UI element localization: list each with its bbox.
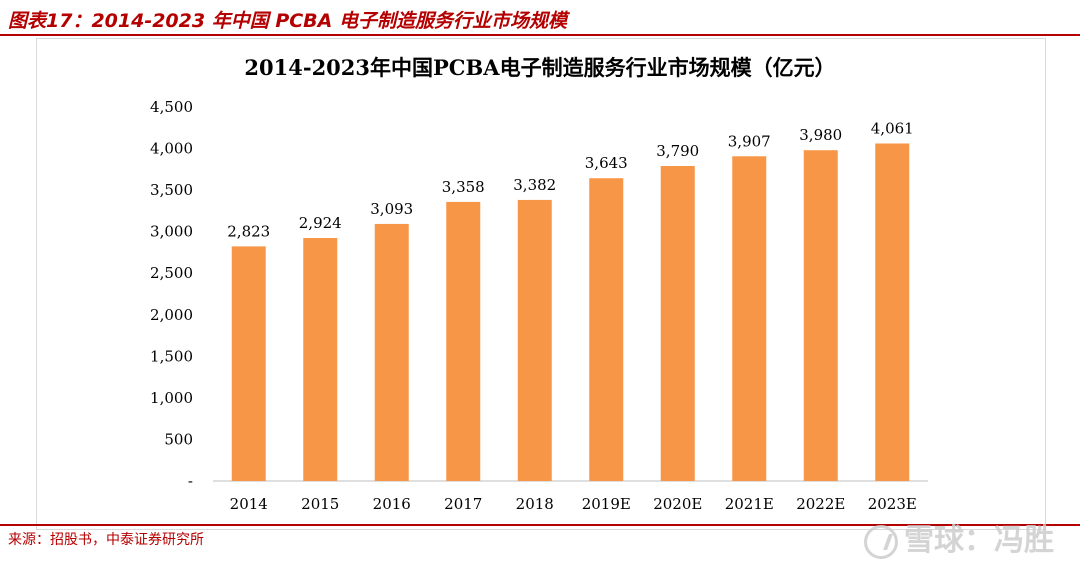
x-tick-label: 2014 [230,495,268,513]
figure-footer: 来源：招股书，中泰证券研究所 [0,524,1080,552]
y-tick-label: 2,000 [150,306,193,324]
y-tick-label: 1,500 [150,347,193,365]
y-tick-label: 3,000 [150,223,193,241]
figure-caption: 图表17：2014-2023 年中国 PCBA 电子制造服务行业市场规模 [8,10,567,32]
y-tick-label: 4,500 [150,98,193,116]
data-label: 3,907 [728,132,771,150]
x-tick-label: 2016 [373,495,411,513]
bar [231,246,266,481]
data-label: 2,823 [227,222,270,240]
data-label: 3,643 [585,154,628,172]
bar [374,223,409,482]
bar [303,237,338,481]
data-label: 3,358 [442,178,485,196]
chart-title: 2014-2023年中国PCBA电子制造服务行业市场规模（亿元） [244,55,836,80]
data-label: 4,061 [871,119,914,137]
x-tick-label: 2021E [725,495,774,513]
bar [660,166,695,481]
bar [446,201,481,481]
x-tick-label: 2022E [796,495,845,513]
figure-header: 图表17：2014-2023 年中国 PCBA 电子制造服务行业市场规模 [0,0,1080,36]
watermark-text: 雪球：冯胜 [904,523,1054,558]
y-tick-label: 1,000 [150,389,193,407]
snowball-logo-icon [864,524,898,559]
y-tick-label: 3,500 [150,181,193,199]
x-tick-label: 2018 [516,495,554,513]
bar [875,143,910,481]
bar [803,150,838,481]
x-tick-label: 2017 [444,495,482,513]
data-label: 3,093 [370,200,413,218]
data-label: 3,790 [656,142,699,160]
bar [517,199,552,482]
source-note: 来源：招股书，中泰证券研究所 [8,532,204,548]
y-tick-label: 2,500 [150,264,193,282]
x-tick-label: 2023E [868,495,917,513]
watermark: 雪球：冯胜 [864,515,1054,559]
data-label: 3,980 [799,126,842,144]
y-tick-label: - [188,472,193,490]
y-tick-label: 4,000 [150,140,193,158]
x-tick-label: 2015 [301,495,339,513]
y-tick-label: 500 [164,430,193,448]
x-tick-label: 2019E [582,495,631,513]
data-label: 3,382 [513,176,556,194]
data-label: 2,924 [299,214,342,232]
bar [589,178,624,481]
bar [732,156,767,481]
x-tick-label: 2020E [653,495,702,513]
